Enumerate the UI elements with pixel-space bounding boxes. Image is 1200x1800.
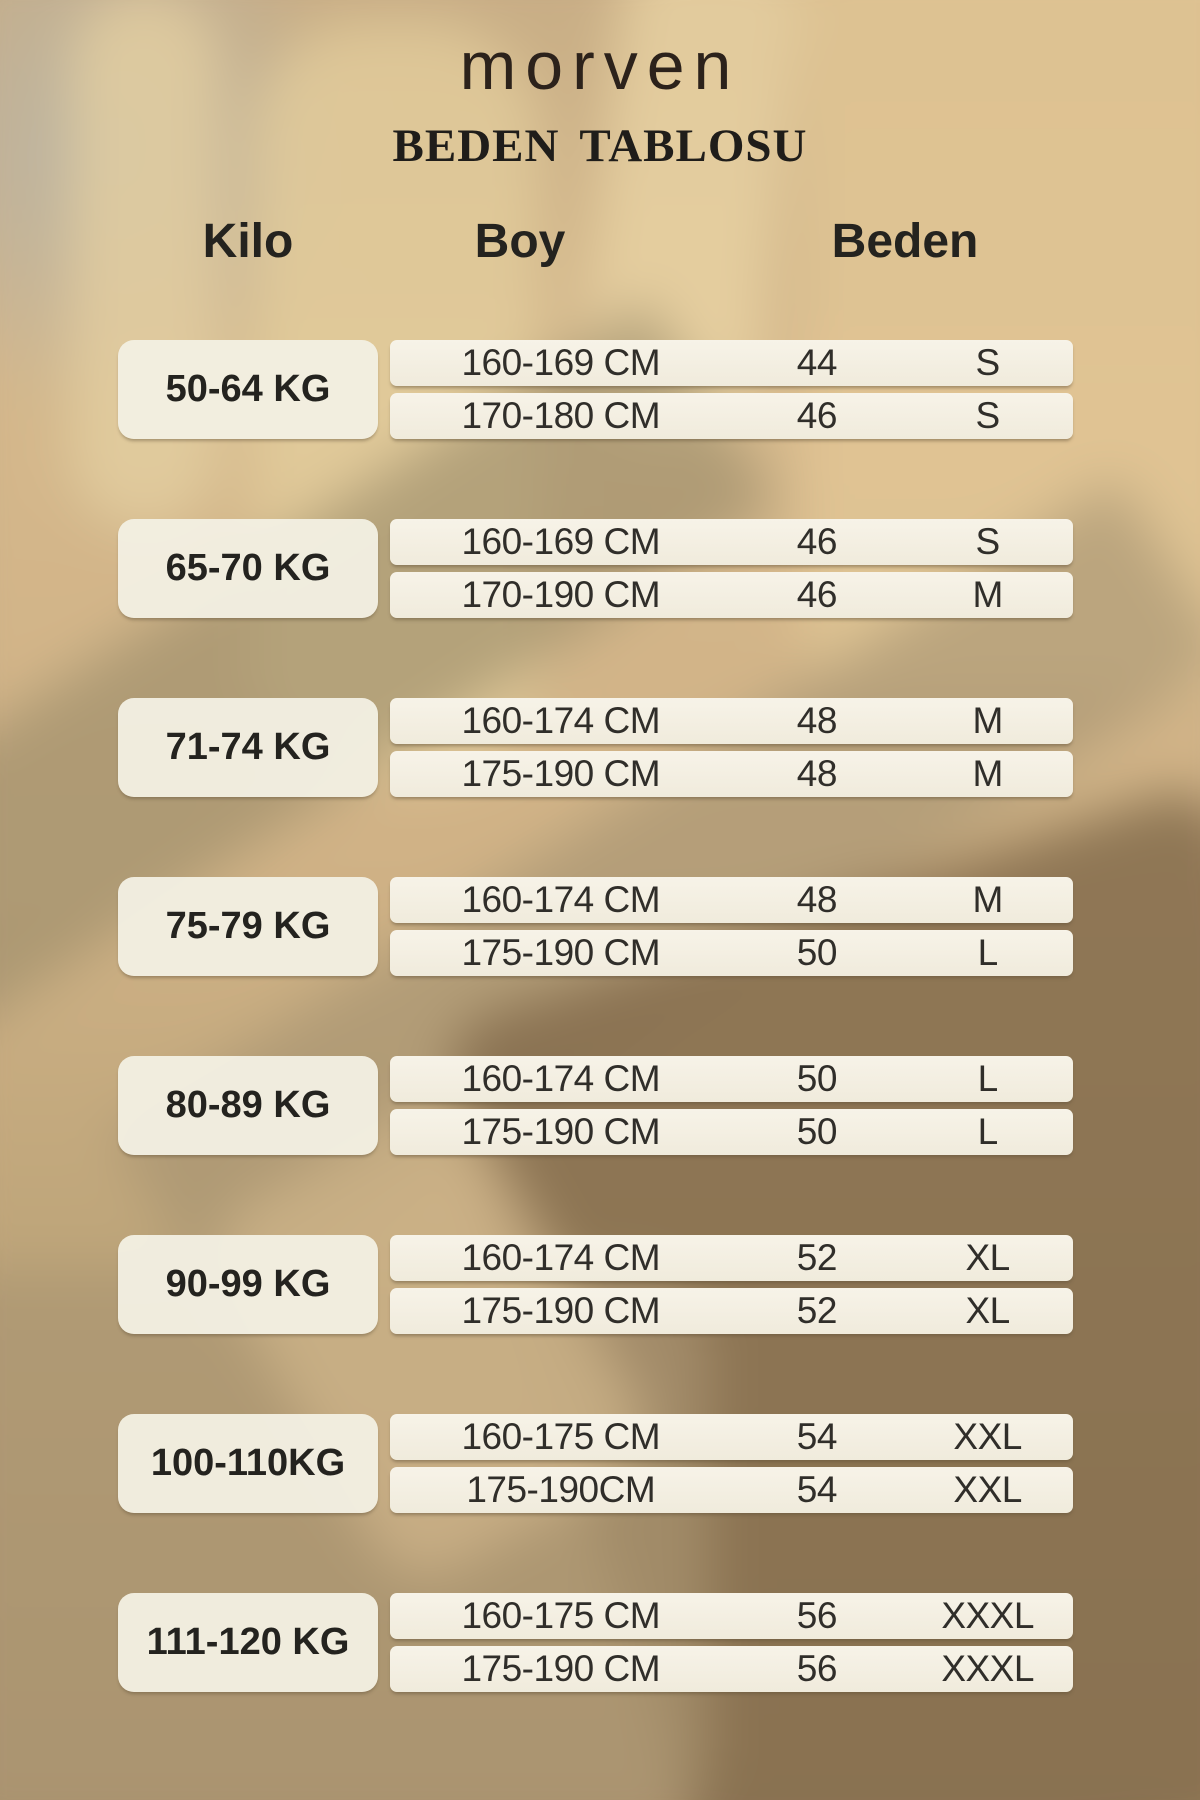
size-row: 175-190 CM 50 L bbox=[390, 930, 1073, 976]
size-letter-cell: L bbox=[977, 1058, 999, 1099]
size-number-cell: 48 bbox=[796, 700, 838, 741]
size-letter-cell: L bbox=[977, 1111, 999, 1152]
col-header-beden: Beden bbox=[831, 215, 979, 268]
height-range-cell: 160-174 CM bbox=[461, 700, 661, 741]
size-row: 160-169 CM 46 S bbox=[390, 519, 1073, 565]
size-row: 160-174 CM 52 XL bbox=[390, 1235, 1073, 1281]
weight-group: 90-99 KG 160-174 CM 52 XL 175-190 CM 52 XL bbox=[0, 1235, 1200, 1334]
height-range-cell: 160-175 CM bbox=[461, 1595, 661, 1636]
size-number-cell: 56 bbox=[796, 1648, 838, 1689]
weight-group: 111-120 KG 160-175 CM 56 XXXL 175-190 CM 56 XX… bbox=[0, 1593, 1200, 1692]
column-headers: Kilo Boy Beden bbox=[0, 214, 1200, 274]
size-number-cell: 56 bbox=[796, 1595, 838, 1636]
size-number-cell: 46 bbox=[796, 395, 838, 436]
size-rows: 160-175 CM 54 XXL 175-190CM 54 XXL bbox=[390, 1414, 1073, 1513]
size-letter-cell: M bbox=[972, 879, 1003, 920]
size-row: 170-180 CM 46 S bbox=[390, 393, 1073, 439]
height-range-cell: 175-190 CM bbox=[461, 1648, 661, 1689]
size-number-cell: 54 bbox=[796, 1416, 838, 1457]
weight-range-cell: 100-110KG bbox=[118, 1414, 378, 1513]
size-letter-cell: S bbox=[975, 395, 1001, 436]
size-letter-cell: XL bbox=[965, 1237, 1010, 1278]
size-row: 175-190 CM 48 M bbox=[390, 751, 1073, 797]
size-row: 175-190CM 54 XXL bbox=[390, 1467, 1073, 1513]
weight-group: 71-74 KG 160-174 CM 48 M 175-190 CM 48 M bbox=[0, 698, 1200, 797]
size-row: 175-190 CM 52 XL bbox=[390, 1288, 1073, 1334]
weight-group: 100-110KG 160-175 CM 54 XXL 175-190CM 54 XXL bbox=[0, 1414, 1200, 1513]
size-letter-cell: XL bbox=[965, 1290, 1010, 1331]
size-row: 160-174 CM 50 L bbox=[390, 1056, 1073, 1102]
size-rows: 160-169 CM 44 S 170-180 CM 46 S bbox=[390, 340, 1073, 439]
size-rows: 160-174 CM 48 M 175-190 CM 48 M bbox=[390, 698, 1073, 797]
height-range-cell: 175-190 CM bbox=[461, 1111, 661, 1152]
height-range-cell: 175-190 CM bbox=[461, 1290, 661, 1331]
size-letter-cell: XXXL bbox=[941, 1648, 1034, 1689]
weight-group: 65-70 KG 160-169 CM 46 S 170-190 CM 46 M bbox=[0, 519, 1200, 618]
height-range-cell: 170-180 CM bbox=[461, 395, 661, 436]
height-range-cell: 175-190 CM bbox=[461, 932, 661, 973]
size-row: 160-174 CM 48 M bbox=[390, 698, 1073, 744]
size-number-cell: 50 bbox=[796, 932, 838, 973]
height-range-cell: 160-174 CM bbox=[461, 879, 661, 920]
size-rows: 160-174 CM 50 L 175-190 CM 50 L bbox=[390, 1056, 1073, 1155]
size-number-cell: 50 bbox=[796, 1058, 838, 1099]
size-row: 160-175 CM 56 XXXL bbox=[390, 1593, 1073, 1639]
size-row: 175-190 CM 56 XXXL bbox=[390, 1646, 1073, 1692]
weight-range-cell: 80-89 KG bbox=[118, 1056, 378, 1155]
size-row: 175-190 CM 50 L bbox=[390, 1109, 1073, 1155]
size-letter-cell: M bbox=[972, 700, 1003, 741]
background-hanger-shape bbox=[70, 0, 220, 530]
size-row: 160-169 CM 44 S bbox=[390, 340, 1073, 386]
size-letter-cell: L bbox=[977, 932, 999, 973]
size-letter-cell: M bbox=[972, 753, 1003, 794]
weight-range-cell: 75-79 KG bbox=[118, 877, 378, 976]
size-row: 160-175 CM 54 XXL bbox=[390, 1414, 1073, 1460]
size-chart-content: morven BEDEN TABLOSU Kilo Boy Beden 50-6… bbox=[0, 28, 1200, 1692]
size-letter-cell: XXL bbox=[953, 1416, 1022, 1457]
weight-group: 50-64 KG 160-169 CM 44 S 170-180 CM 46 S bbox=[0, 340, 1200, 439]
height-range-cell: 160-169 CM bbox=[461, 521, 661, 562]
weight-range-cell: 65-70 KG bbox=[118, 519, 378, 618]
size-letter-cell: S bbox=[975, 521, 1001, 562]
size-number-cell: 52 bbox=[796, 1237, 838, 1278]
weight-group: 80-89 KG 160-174 CM 50 L 175-190 CM 50 L bbox=[0, 1056, 1200, 1155]
size-number-cell: 52 bbox=[796, 1290, 838, 1331]
size-rows: 160-174 CM 52 XL 175-190 CM 52 XL bbox=[390, 1235, 1073, 1334]
page-title: BEDEN TABLOSU bbox=[392, 120, 808, 172]
size-rows: 160-174 CM 48 M 175-190 CM 50 L bbox=[390, 877, 1073, 976]
size-table: 50-64 KG 160-169 CM 44 S 170-180 CM 46 S 65-70 … bbox=[0, 340, 1200, 1692]
brand-logo-text: morven bbox=[459, 28, 741, 104]
size-letter-cell: S bbox=[975, 342, 1001, 383]
col-header-kilo: Kilo bbox=[202, 215, 294, 268]
size-row: 160-174 CM 48 M bbox=[390, 877, 1073, 923]
height-range-cell: 160-174 CM bbox=[461, 1237, 661, 1278]
size-number-cell: 48 bbox=[796, 753, 838, 794]
height-range-cell: 160-175 CM bbox=[461, 1416, 661, 1457]
weight-group: 75-79 KG 160-174 CM 48 M 175-190 CM 50 L bbox=[0, 877, 1200, 976]
size-letter-cell: XXL bbox=[953, 1469, 1022, 1510]
height-range-cell: 170-190 CM bbox=[461, 574, 661, 615]
size-number-cell: 54 bbox=[796, 1469, 838, 1510]
size-number-cell: 44 bbox=[796, 342, 838, 383]
height-range-cell: 175-190CM bbox=[466, 1469, 656, 1510]
weight-range-cell: 50-64 KG bbox=[118, 340, 378, 439]
size-rows: 160-175 CM 56 XXXL 175-190 CM 56 XXXL bbox=[390, 1593, 1073, 1692]
size-number-cell: 50 bbox=[796, 1111, 838, 1152]
weight-range-cell: 71-74 KG bbox=[118, 698, 378, 797]
height-range-cell: 160-169 CM bbox=[461, 342, 661, 383]
weight-range-cell: 90-99 KG bbox=[118, 1235, 378, 1334]
size-number-cell: 46 bbox=[796, 521, 838, 562]
size-row: 170-190 CM 46 M bbox=[390, 572, 1073, 618]
size-number-cell: 48 bbox=[796, 879, 838, 920]
size-number-cell: 46 bbox=[796, 574, 838, 615]
size-letter-cell: M bbox=[972, 574, 1003, 615]
size-rows: 160-169 CM 46 S 170-190 CM 46 M bbox=[390, 519, 1073, 618]
weight-range-cell: 111-120 KG bbox=[118, 1593, 378, 1692]
col-header-boy: Boy bbox=[474, 215, 566, 268]
height-range-cell: 175-190 CM bbox=[461, 753, 661, 794]
height-range-cell: 160-174 CM bbox=[461, 1058, 661, 1099]
size-letter-cell: XXXL bbox=[941, 1595, 1034, 1636]
